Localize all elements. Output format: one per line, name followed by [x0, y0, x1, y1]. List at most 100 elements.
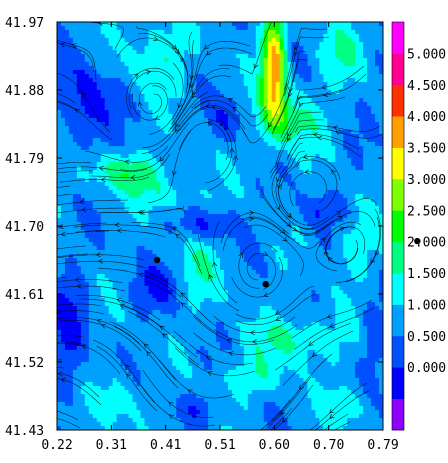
field-cell	[227, 174, 233, 179]
field-cell	[196, 250, 201, 255]
field-cell	[120, 258, 126, 263]
field-cell	[235, 158, 241, 163]
field-cell	[80, 202, 86, 207]
field-cell	[343, 66, 348, 71]
field-cell	[347, 134, 352, 139]
field-cell	[239, 82, 245, 87]
field-cell	[303, 106, 308, 111]
field-cell	[343, 54, 348, 59]
field-cell	[371, 234, 376, 239]
field-cell	[303, 26, 308, 31]
field-cell	[295, 218, 301, 223]
field-cell	[60, 114, 66, 119]
field-cell	[132, 42, 138, 47]
field-cell	[84, 234, 90, 239]
field-cell	[363, 66, 368, 71]
field-cell	[375, 182, 380, 187]
field-cell	[283, 22, 289, 27]
field-cell	[136, 22, 141, 27]
field-cell	[227, 130, 233, 135]
field-cell	[271, 250, 277, 255]
field-cell	[132, 110, 138, 115]
field-cell	[136, 170, 141, 175]
field-cell	[180, 234, 185, 239]
field-cell	[327, 158, 332, 163]
field-cell	[120, 58, 126, 63]
field-cell	[299, 98, 304, 103]
field-cell	[227, 30, 233, 35]
field-cell	[76, 38, 82, 43]
field-cell	[283, 234, 289, 239]
field-cell	[192, 38, 197, 43]
field-cell	[283, 210, 289, 215]
field-cell	[204, 206, 209, 211]
field-cell	[168, 158, 173, 163]
field-cell	[216, 178, 221, 183]
field-cell	[148, 34, 153, 39]
field-cell	[212, 226, 217, 231]
field-cell	[156, 22, 161, 27]
field-cell	[204, 150, 209, 155]
field-cell	[263, 182, 269, 187]
field-cell	[243, 86, 249, 91]
field-cell	[156, 242, 161, 247]
field-cell	[259, 58, 265, 63]
field-cell	[204, 190, 209, 195]
field-cell	[68, 118, 74, 123]
field-cell	[315, 42, 320, 47]
field-cell	[124, 254, 130, 259]
field-cell	[315, 182, 320, 187]
field-cell	[164, 250, 169, 255]
field-cell	[375, 70, 380, 75]
field-cell	[172, 246, 177, 251]
field-cell	[148, 130, 153, 135]
field-cell	[88, 254, 94, 259]
field-cell	[287, 22, 293, 27]
field-cell	[76, 26, 82, 31]
field-cell	[335, 30, 340, 35]
field-cell	[251, 86, 257, 91]
field-cell	[291, 206, 297, 211]
field-cell	[84, 30, 90, 35]
field-cell	[303, 202, 308, 207]
field-cell	[108, 138, 114, 143]
field-cell	[247, 254, 253, 259]
field-cell	[251, 214, 257, 219]
field-cell	[355, 222, 360, 227]
field-cell	[88, 106, 94, 111]
field-cell	[359, 70, 364, 75]
field-cell	[140, 138, 145, 143]
field-cell	[331, 206, 336, 211]
field-cell	[72, 150, 78, 155]
field-cell	[279, 186, 285, 191]
field-cell	[359, 182, 364, 187]
field-cell	[223, 22, 229, 27]
field-cell	[275, 118, 281, 123]
field-cell	[80, 22, 86, 27]
field-cell	[204, 118, 209, 123]
field-cell	[92, 218, 98, 223]
field-cell	[140, 134, 145, 139]
field-cell	[379, 122, 383, 127]
field-cell	[319, 226, 324, 231]
field-cell	[140, 38, 145, 43]
field-cell	[307, 130, 312, 135]
field-cell	[92, 46, 98, 51]
field-cell	[140, 22, 145, 27]
field-cell	[152, 202, 157, 207]
field-cell	[303, 242, 308, 247]
field-cell	[176, 34, 181, 39]
field-cell	[180, 74, 185, 79]
field-cell	[307, 254, 312, 259]
field-cell	[363, 146, 368, 151]
field-cell	[371, 74, 376, 79]
field-cell	[291, 214, 297, 219]
field-cell	[196, 50, 201, 55]
field-cell	[152, 74, 157, 79]
field-cell	[192, 230, 197, 235]
field-cell	[148, 90, 153, 95]
field-cell	[208, 186, 213, 191]
field-cell	[188, 154, 193, 159]
field-cell	[347, 162, 352, 167]
field-cell	[80, 150, 86, 155]
